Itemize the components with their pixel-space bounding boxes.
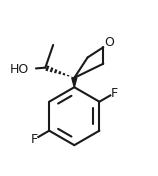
Polygon shape — [72, 78, 77, 87]
Text: F: F — [111, 87, 118, 100]
Text: O: O — [105, 36, 115, 49]
Text: HO: HO — [10, 63, 29, 76]
Text: F: F — [31, 133, 38, 146]
